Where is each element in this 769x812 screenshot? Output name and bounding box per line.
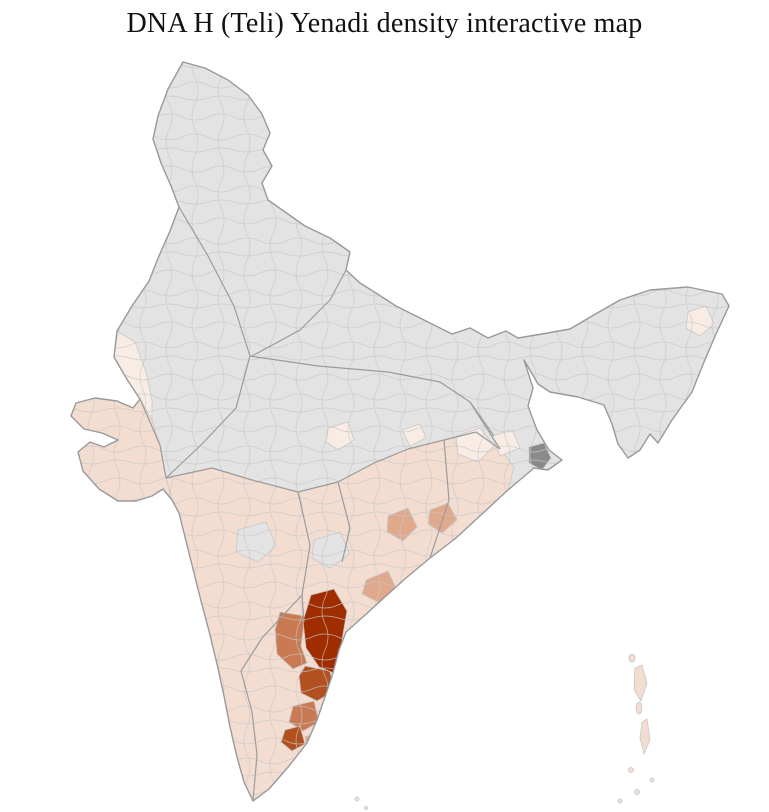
state-borders <box>139 206 501 801</box>
map-region-andaman-nicobar[interactable] <box>628 653 655 795</box>
india-outline <box>70 61 730 802</box>
district-borders-texture <box>71 62 729 801</box>
small-islands <box>354 796 623 810</box>
map-title: DNA H (Teli) Yenadi density interactive … <box>126 8 643 39</box>
